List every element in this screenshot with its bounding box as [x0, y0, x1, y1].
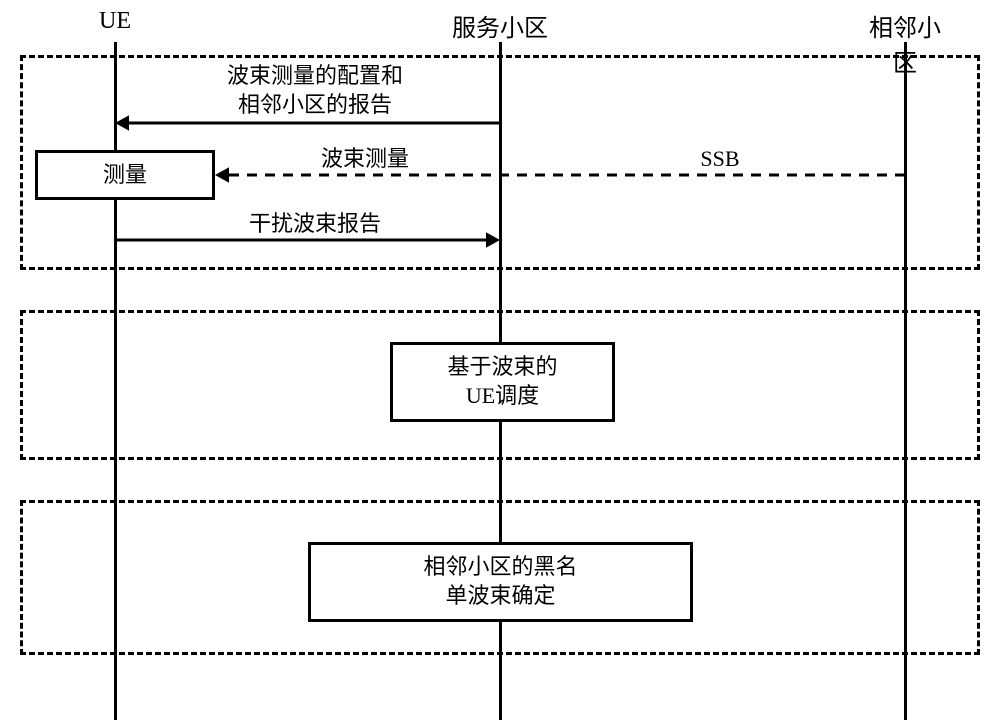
label-beam-meas: 波束测量: [321, 145, 409, 174]
sequence-diagram: { "actors": { "ue": { "label": "UE", "x"…: [0, 0, 1000, 720]
box-blacklist: 相邻小区的黑名 单波束确定: [308, 542, 693, 622]
actor-serv: 服务小区: [452, 8, 548, 43]
arrow-ssb: [195, 155, 925, 195]
actor-ue: UE: [99, 8, 131, 35]
label-report: 干扰波束报告: [249, 210, 381, 239]
label-config: 波束测量的配置和 相邻小区的报告: [227, 62, 403, 119]
box-measure: 测量: [35, 150, 215, 200]
label-ssb: SSB: [700, 145, 739, 174]
box-scheduling: 基于波束的 UE调度: [390, 342, 615, 422]
